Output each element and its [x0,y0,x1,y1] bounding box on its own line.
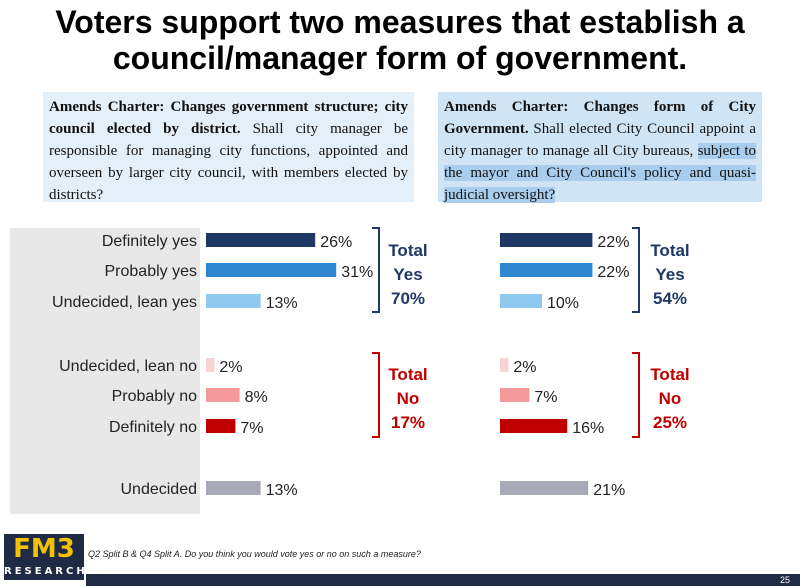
logo-main-text: FM3 [13,534,75,564]
logo-sub-text: RESEARCH [4,566,88,577]
category-label: Undecided, lean no [59,358,197,375]
data-label: 7% [534,389,557,406]
total-no-label: No [397,389,420,408]
data-label: 2% [513,359,536,376]
category-label: Probably yes [105,263,198,280]
bar [500,233,593,247]
bar [500,294,542,308]
data-label: 22% [597,234,629,251]
total-yes-label: Yes [655,265,684,284]
total-no-label: Total [650,365,689,384]
footer: FM3 RESEARCH Q2 Split B & Q4 Split A. Do… [0,530,800,586]
bar [206,388,240,402]
bar [206,358,215,372]
category-label-panel [10,228,200,514]
data-label: 13% [266,482,298,499]
category-label: Undecided, lean yes [52,294,197,311]
total-no-label: 17% [391,413,425,432]
data-label: 13% [266,295,298,312]
bar [500,388,530,402]
total-no-bracket [632,352,640,438]
question-right-bold: Amends Charter: Changes form of City Gov… [444,99,756,137]
total-no-bracket [372,352,380,438]
question-right-text: Shall elected City Council appoint a cit… [444,121,756,159]
footnote: Q2 Split B & Q4 Split A. Do you think yo… [88,549,421,559]
footer-bar [86,574,800,586]
question-box-right: Amends Charter: Changes form of City Gov… [438,92,762,203]
bar [206,263,337,277]
total-no-label: Total [388,365,427,384]
total-no-label: No [659,389,682,408]
total-no-label: 25% [653,413,687,432]
bar [206,233,316,247]
bar [500,358,509,372]
data-label: 8% [245,389,268,406]
data-label: 2% [219,359,242,376]
total-yes-label: Total [650,241,689,260]
fm3-logo: FM3 RESEARCH [4,534,88,580]
data-label: 21% [593,482,625,499]
total-yes-label: 70% [391,289,425,308]
bar [206,294,261,308]
total-yes-bracket [632,227,640,313]
total-yes-label: Yes [393,265,422,284]
category-label: Definitely no [109,419,197,436]
category-label: Definitely yes [102,233,197,250]
slide-title: Voters support two measures that establi… [55,4,745,76]
bar [500,481,589,495]
question-left-bold: Amends Charter: Changes government struc… [49,99,408,137]
bar [500,263,593,277]
data-label: 31% [341,264,373,281]
category-label: Probably no [112,388,197,405]
total-yes-bracket [372,227,380,313]
data-label: 22% [597,264,629,281]
category-label: Undecided [121,481,198,498]
bar [206,481,261,495]
question-box-left: Amends Charter: Changes government struc… [43,92,414,203]
bar [206,419,236,433]
bar [500,419,568,433]
data-label: 26% [320,234,352,251]
total-yes-label: Total [388,241,427,260]
page-number: 25 [779,575,790,585]
data-label: 16% [572,420,604,437]
total-yes-label: 54% [653,289,687,308]
data-label: 10% [547,295,579,312]
bar-chart: Definitely yes Probably yes Undecided, lea… [52,227,690,499]
data-label: 7% [240,420,263,437]
question-left-text: Shall city manager be responsible for ma… [49,121,408,203]
